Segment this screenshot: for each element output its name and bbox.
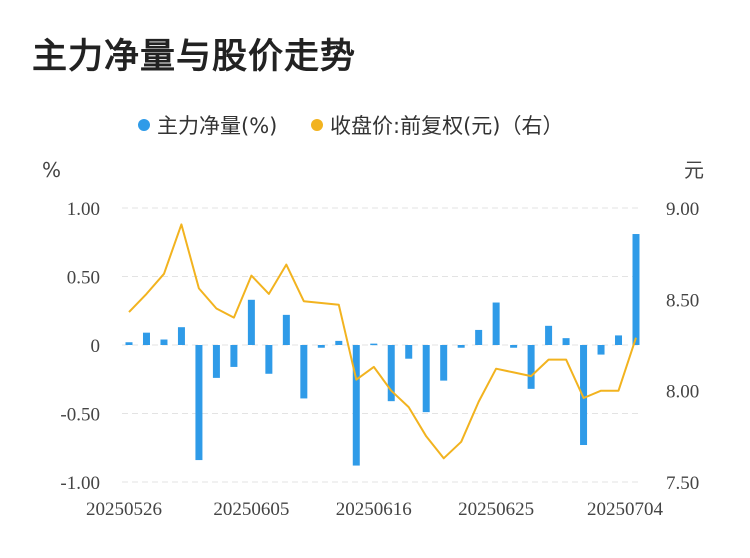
bar (475, 329, 483, 345)
bar (212, 345, 220, 378)
right-tick-label: 9.00 (666, 199, 699, 220)
bar (422, 345, 430, 413)
bar (335, 340, 343, 345)
grid-lines (122, 207, 642, 483)
right-tick-label: 8.50 (666, 290, 699, 311)
x-tick-label: 20250616 (336, 499, 412, 520)
bar (125, 342, 133, 345)
bar (580, 345, 588, 446)
left-tick-label: -0.50 (60, 405, 100, 426)
legend-label-0: 主力净量(%) (157, 114, 277, 138)
bar (142, 332, 150, 345)
right-axis-unit: 元 (684, 158, 704, 182)
bar (387, 345, 395, 402)
right-axis: 元 9.00 8.50 8.00 7.50 (666, 158, 704, 494)
bar (492, 302, 500, 345)
right-tick-label: 7.50 (666, 473, 699, 494)
bar (597, 345, 605, 355)
bar (352, 345, 360, 466)
x-tick-label: 20250704 (587, 499, 664, 520)
left-axis: % 1.00 0.50 0 -0.50 -1.00 (42, 158, 100, 494)
legend: 主力净量(%) 收盘价:前复权(元)（右） (138, 114, 563, 138)
bar (160, 339, 168, 345)
bar (615, 335, 623, 345)
left-tick-label: 0.50 (67, 268, 100, 289)
bar (457, 345, 465, 348)
x-axis: 20250526 20250605 20250616 20250625 20250704 (86, 499, 664, 520)
bar (527, 345, 535, 389)
bar (177, 327, 185, 345)
bar (282, 314, 290, 345)
left-tick-label: 0 (91, 336, 101, 357)
x-tick-label: 20250526 (86, 499, 162, 520)
bar (195, 345, 203, 461)
price-line (128, 223, 637, 460)
bar-series (125, 234, 640, 466)
legend-marker-0 (138, 119, 150, 131)
bar (562, 338, 570, 345)
left-tick-label: 1.00 (67, 199, 100, 220)
x-tick-label: 20250605 (213, 499, 289, 520)
left-axis-unit: % (42, 158, 61, 182)
x-tick-label: 20250625 (458, 499, 534, 520)
legend-marker-1 (311, 119, 323, 131)
bar (370, 343, 378, 346)
bar (317, 345, 325, 348)
bar (300, 345, 308, 399)
bar (405, 345, 413, 359)
bar (545, 325, 553, 345)
bar (632, 234, 640, 345)
bar (440, 345, 448, 381)
bar (510, 345, 518, 348)
line-series (128, 223, 637, 460)
bar (247, 299, 255, 345)
chart-title: 主力净量与股价走势 (32, 37, 357, 77)
bar (230, 345, 238, 367)
bar (265, 345, 273, 374)
left-tick-label: -1.00 (60, 473, 100, 494)
legend-label-1: 收盘价:前复权(元)（右） (330, 114, 563, 138)
right-tick-label: 8.00 (666, 382, 699, 403)
